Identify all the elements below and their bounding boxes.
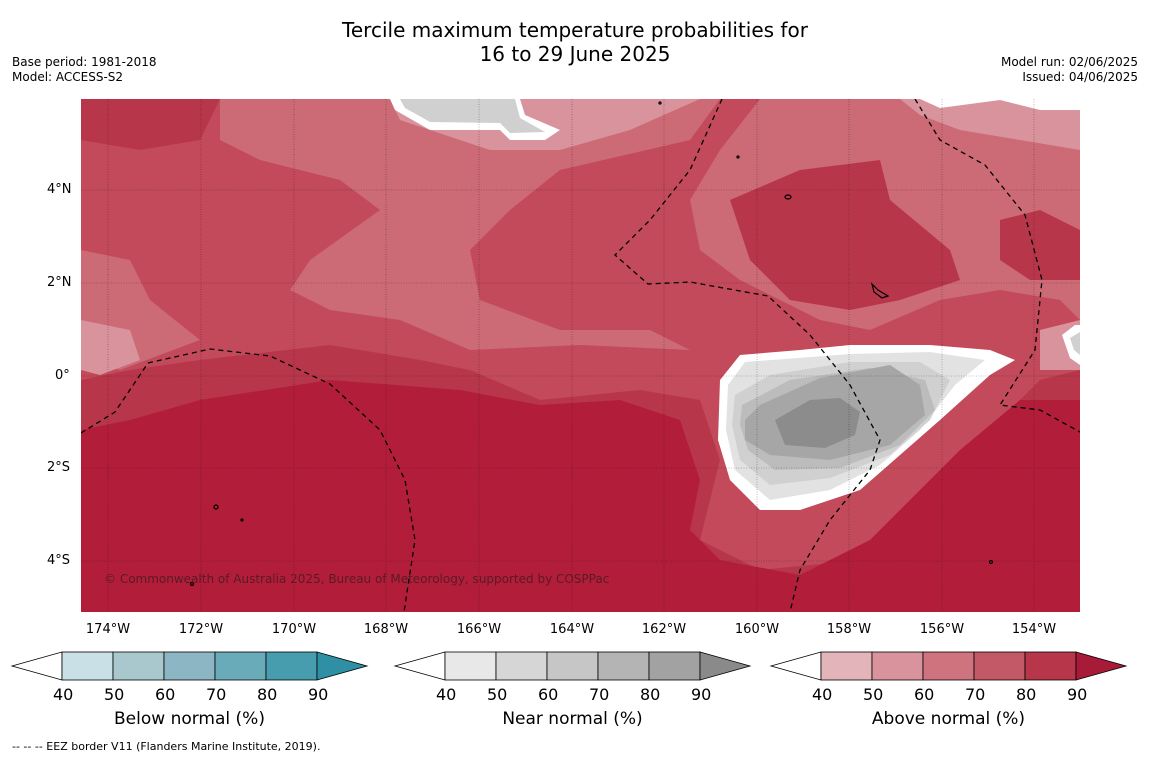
meta-left: Base period: 1981-2018 Model: ACCESS-S2 bbox=[12, 55, 157, 85]
model-run: Model run: 02/06/2025 bbox=[1000, 55, 1138, 69]
near-normal-top-right-patch bbox=[920, 99, 1080, 110]
colorbar-above-80 bbox=[1024, 651, 1077, 681]
tick-label: 80 bbox=[640, 685, 661, 704]
lon-label-168w: 168°W bbox=[363, 622, 409, 637]
tick-label: 90 bbox=[1067, 685, 1088, 704]
islands bbox=[189, 101, 994, 587]
lon-label-158w: 158°W bbox=[826, 622, 872, 637]
contour-above-90 bbox=[81, 380, 1080, 612]
lon-label-160w: 160°W bbox=[734, 622, 780, 637]
colorbar-below-under bbox=[10, 651, 63, 681]
lon-label-172w: 172°W bbox=[178, 622, 224, 637]
issued-date: Issued: 04/06/2025 bbox=[1022, 70, 1138, 84]
colorbar-below-40 bbox=[61, 651, 114, 681]
tick-label: 90 bbox=[308, 685, 329, 704]
tick-label: 50 bbox=[863, 685, 884, 704]
colorbar-above-over bbox=[1075, 651, 1128, 681]
tick-label: 40 bbox=[812, 685, 833, 704]
contour-above-80-c bbox=[1000, 210, 1080, 280]
lon-label-156w: 156°W bbox=[919, 622, 965, 637]
tick-label: 80 bbox=[257, 685, 278, 704]
colorbar-above bbox=[769, 651, 1128, 681]
title-line-2: 16 to 29 June 2025 bbox=[479, 42, 671, 66]
colorbar-above-70 bbox=[973, 651, 1026, 681]
tick-label: 70 bbox=[589, 685, 610, 704]
tick-label: 60 bbox=[538, 685, 559, 704]
meta-right: Model run: 02/06/2025 Issued: 04/06/2025 bbox=[1001, 55, 1138, 85]
base-period: Base period: 1981-2018 bbox=[12, 55, 157, 69]
lat-label-2s: 2°S bbox=[47, 460, 71, 475]
colorbar-above-40 bbox=[820, 651, 873, 681]
map-contours bbox=[81, 99, 1080, 612]
contour-near-80 bbox=[775, 398, 860, 448]
colorbar-below bbox=[10, 651, 369, 681]
colorbar-above-60 bbox=[922, 651, 975, 681]
eez-footnote: -- -- -- EEZ border V11 (Flanders Marine… bbox=[12, 740, 321, 753]
tick-label: 70 bbox=[965, 685, 986, 704]
tick-label: 80 bbox=[1016, 685, 1037, 704]
colorbar-near-70 bbox=[597, 651, 650, 681]
tick-label: 70 bbox=[206, 685, 227, 704]
eez-border bbox=[81, 99, 1080, 612]
map-title: Tercile maximum temperature probabilitie… bbox=[0, 18, 1150, 66]
lat-label-0: 0° bbox=[55, 368, 70, 383]
lon-label-154w: 154°W bbox=[1011, 622, 1057, 637]
model-name: Model: ACCESS-S2 bbox=[12, 70, 124, 84]
lat-label-4n: 4°N bbox=[47, 182, 72, 197]
colorbar-near-over bbox=[699, 651, 752, 681]
colorbar-near-80 bbox=[648, 651, 701, 681]
colorbar-near-title: Near normal (%) bbox=[502, 709, 643, 729]
tick-label: 60 bbox=[155, 685, 176, 704]
lon-label-170w: 170°W bbox=[271, 622, 317, 637]
contour-above-80 bbox=[81, 99, 220, 150]
colorbar-near bbox=[393, 651, 752, 681]
colorbar-below-70 bbox=[214, 651, 267, 681]
lon-label-166w: 166°W bbox=[456, 622, 502, 637]
lon-label-162w: 162°W bbox=[641, 622, 687, 637]
contour-above-60 bbox=[220, 99, 720, 350]
colorbar-near-50 bbox=[495, 651, 548, 681]
colorbar-above-50 bbox=[871, 651, 924, 681]
colorbar-above-title: Above normal (%) bbox=[871, 709, 1026, 729]
tick-label: 50 bbox=[104, 685, 125, 704]
tick-label: 90 bbox=[691, 685, 712, 704]
colorbar-above-under bbox=[769, 651, 822, 681]
near-normal-right-patch-fill bbox=[1070, 332, 1080, 355]
lon-label-164w: 164°W bbox=[549, 622, 595, 637]
tick-label: 60 bbox=[914, 685, 935, 704]
colorbar-below-80 bbox=[265, 651, 318, 681]
tick-label: 40 bbox=[436, 685, 457, 704]
tick-label: 40 bbox=[53, 685, 74, 704]
lat-label-2n: 2°N bbox=[47, 275, 72, 290]
colorbar-near-60 bbox=[546, 651, 599, 681]
lon-label-174w: 174°W bbox=[85, 622, 131, 637]
colorbar-near-under bbox=[393, 651, 446, 681]
title-line-1: Tercile maximum temperature probabilitie… bbox=[342, 18, 808, 42]
contour-above-50-b bbox=[81, 320, 140, 375]
colorbar-near-40 bbox=[444, 651, 497, 681]
contour-above-50-c bbox=[900, 99, 1080, 150]
copyright-credit: © Commonwealth of Australia 2025, Bureau… bbox=[104, 572, 610, 586]
graticule bbox=[81, 99, 1080, 612]
colorbar-below-title: Below normal (%) bbox=[114, 709, 265, 729]
tick-label: 50 bbox=[487, 685, 508, 704]
colorbar-below-over bbox=[316, 651, 369, 681]
contour-above-80-b bbox=[730, 160, 960, 310]
colorbar-below-60 bbox=[163, 651, 216, 681]
colorbar-below-50 bbox=[112, 651, 165, 681]
near-normal-top-patch-fill bbox=[400, 99, 545, 133]
lat-label-4s: 4°S bbox=[47, 553, 71, 568]
